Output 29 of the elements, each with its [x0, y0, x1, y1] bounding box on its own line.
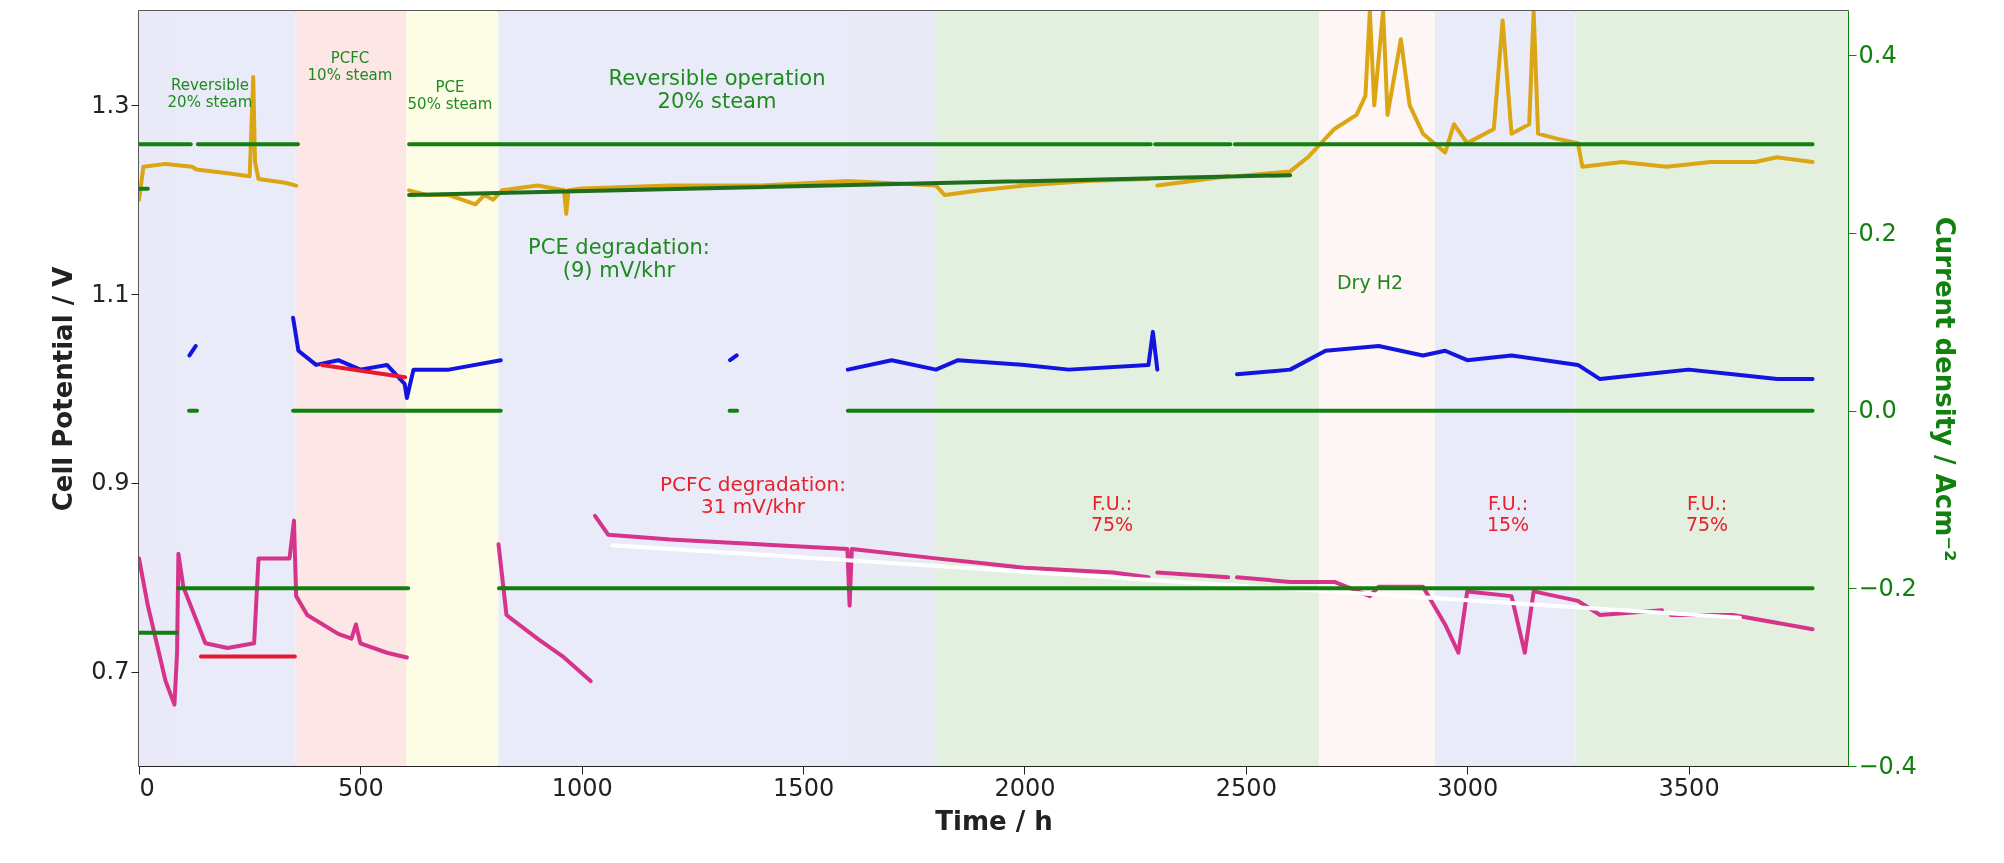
y-tick-label: 1.3 — [91, 90, 130, 119]
x-tick-label: 500 — [337, 773, 384, 802]
y2-tick-label: 0.0 — [1858, 396, 1897, 425]
annotation: F.U.: 15% — [1486, 492, 1530, 535]
annotation: PCFC 10% steam — [307, 49, 393, 84]
y2-tick-label: −0.2 — [1858, 573, 1917, 602]
annotation: Reversible operation 20% steam — [608, 66, 826, 113]
y-tick-label: 0.9 — [91, 468, 130, 497]
y-tick-label: 0.7 — [91, 657, 130, 686]
x-tick-label: 3500 — [1658, 773, 1720, 802]
annotation: F.U.: 75% — [1090, 492, 1134, 535]
annotation: PCE 50% steam — [407, 78, 493, 113]
annotation: PCE degradation: (9) mV/khr — [528, 235, 710, 282]
x-tick-label: 1000 — [551, 773, 613, 802]
x-tick-label: 2500 — [1215, 773, 1277, 802]
x-tick-label: 0 — [139, 773, 155, 802]
y2-tick-label: 0.4 — [1858, 40, 1897, 69]
y-tick-label: 1.1 — [91, 279, 130, 308]
x-tick-label: 1500 — [773, 773, 835, 802]
annotation: PCFC degradation: 31 mV/khr — [659, 472, 847, 518]
y2-tick-label: 0.2 — [1858, 218, 1897, 247]
y2-axis-title: Current density / Acm⁻² — [1929, 216, 1960, 562]
annotation: Dry H2 — [1336, 271, 1404, 293]
y2-tick-label: −0.4 — [1858, 751, 1917, 780]
x-tick-label: 2000 — [994, 773, 1056, 802]
x-tick-label: 3000 — [1437, 773, 1499, 802]
annotation: F.U.: 75% — [1685, 492, 1729, 535]
x-axis-title: Time / h — [935, 805, 1053, 836]
y-axis-title: Cell Potential / V — [48, 266, 79, 512]
